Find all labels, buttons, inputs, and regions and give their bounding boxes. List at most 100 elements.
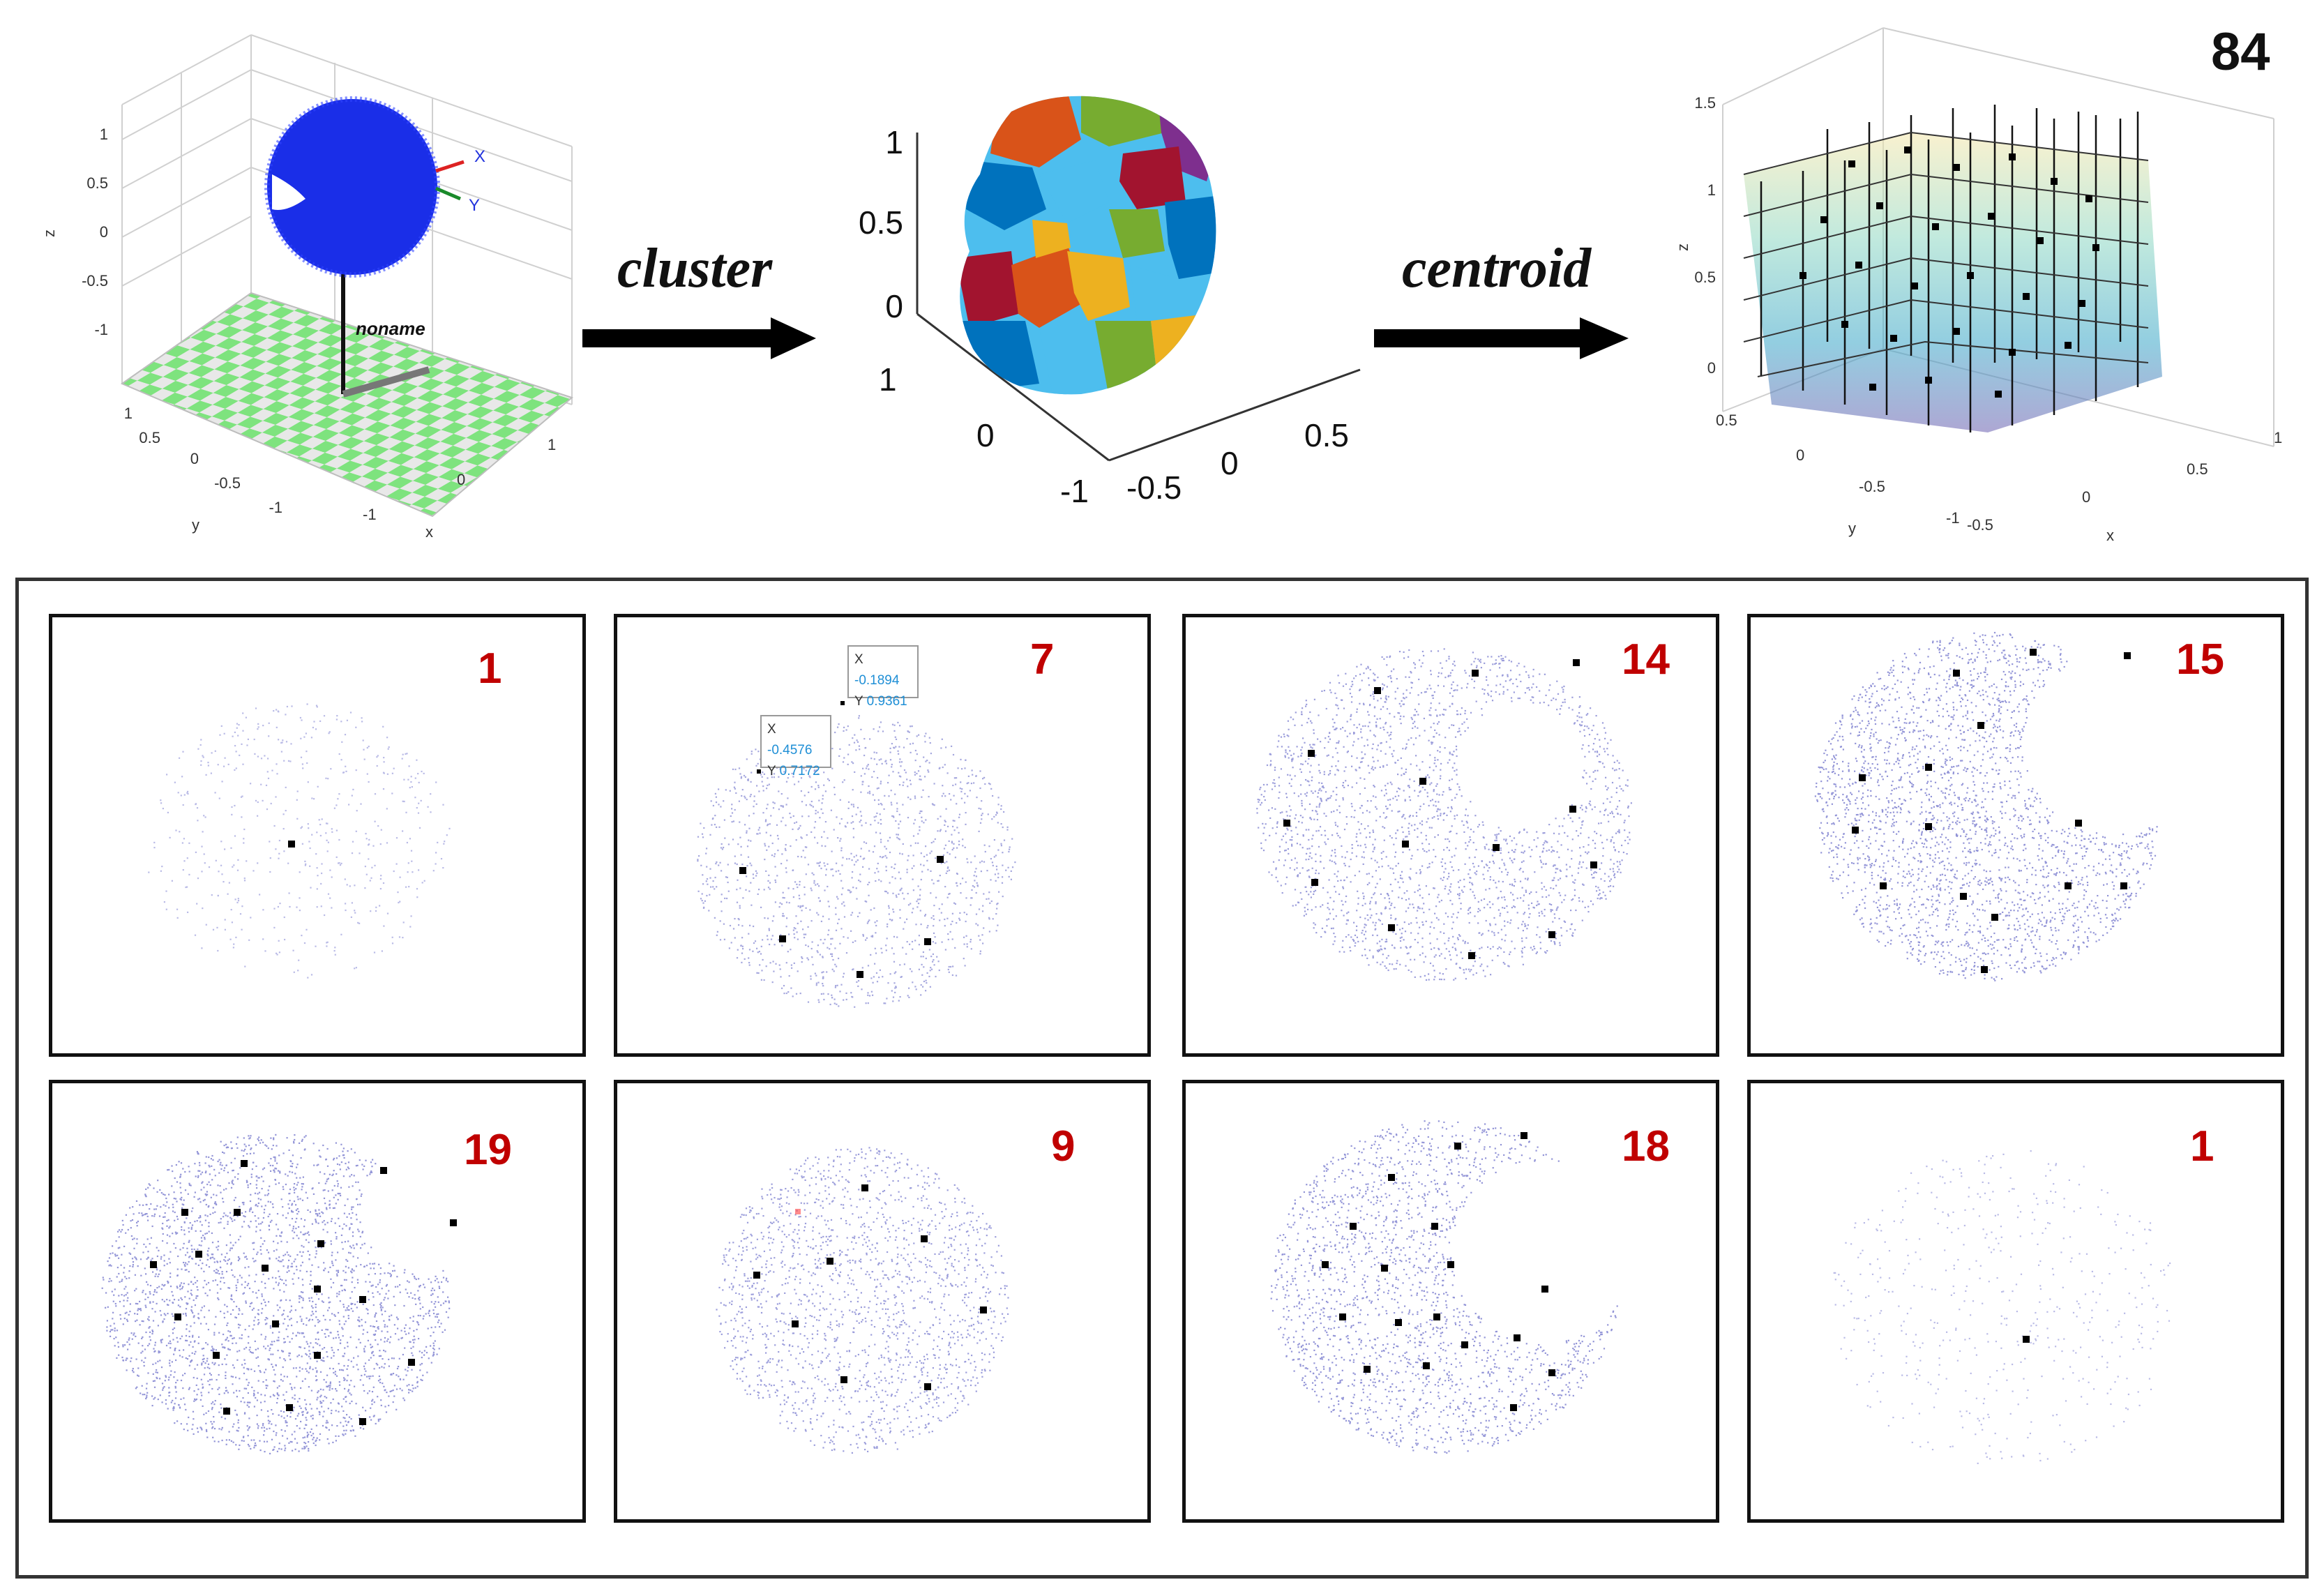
slice-count: 15 xyxy=(2176,635,2224,684)
x-tick: 1 xyxy=(548,436,556,453)
datatip-1: X -0.1894 Y 0.9361 xyxy=(847,645,919,709)
centroid-marker xyxy=(174,1313,181,1320)
point-cloud xyxy=(1256,648,1632,981)
frame-x-label: X xyxy=(474,147,485,166)
y-tick: 1 xyxy=(879,361,897,398)
y-tick: 0.5 xyxy=(139,429,160,446)
datatip-x-label: X xyxy=(767,722,776,737)
centroid-marker xyxy=(1852,827,1859,834)
slice-panel-1: 1 xyxy=(49,614,586,1057)
centroid-marker xyxy=(1960,893,1967,900)
centroid-marker xyxy=(2023,1336,2030,1343)
z-tick: 0.5 xyxy=(859,204,903,241)
centroid-marker xyxy=(1308,750,1315,757)
x-tick: -1 xyxy=(363,506,377,523)
x-ticks: -0.5 0 0.5 xyxy=(1126,417,1349,506)
centroid-marker xyxy=(779,935,786,942)
z-tick-labels: 1 0.5 0 -0.5 -1 xyxy=(82,126,108,338)
z-axis-label: z xyxy=(42,229,58,237)
pole-label: noname xyxy=(356,318,425,339)
y-tick: 0 xyxy=(190,450,199,467)
centroid-marker xyxy=(1569,806,1576,813)
datatip-y-label: Y xyxy=(767,764,776,778)
centroid-marker xyxy=(1521,1132,1527,1139)
centroid-marker xyxy=(359,1418,366,1425)
z-tick: 0.5 xyxy=(86,174,108,192)
centroid-marker xyxy=(861,1184,868,1191)
centroid-marker xyxy=(2030,649,2037,656)
centroid-marker xyxy=(1859,774,1866,781)
centroid-marker xyxy=(241,1160,248,1167)
slice-count: 14 xyxy=(1622,635,1670,684)
centroid-marker xyxy=(757,769,761,774)
datatip-2: X -0.4576 Y 0.7172 xyxy=(760,715,831,778)
slices-container xyxy=(15,578,2309,1579)
centroid-marker xyxy=(1510,1404,1517,1411)
centroid-marker xyxy=(1454,1143,1461,1150)
slice-count: 18 xyxy=(1622,1122,1670,1170)
centroid-marker xyxy=(827,1258,833,1265)
datatip-x-value: -0.1894 xyxy=(854,673,900,688)
z-tick: 1 xyxy=(1707,181,1716,199)
centroid-marker xyxy=(1493,844,1500,851)
x-axis-label: x xyxy=(2106,527,2114,544)
datatip-y-label: Y xyxy=(854,694,863,709)
point-cloud xyxy=(148,703,451,979)
y-tick: 0.5 xyxy=(1716,412,1737,429)
point-cloud xyxy=(716,1147,1009,1454)
centroid-marker xyxy=(1472,670,1479,677)
datatip-y-value: 0.9361 xyxy=(866,694,907,709)
y-axis-label: y xyxy=(192,516,199,534)
centroid-count: 84 xyxy=(2211,22,2270,82)
centroid-marker xyxy=(234,1209,241,1216)
point-cloud xyxy=(1270,1120,1618,1454)
z-tick: 1.5 xyxy=(1694,94,1716,112)
x-tick: -0.5 xyxy=(1126,469,1182,506)
centroid-marker xyxy=(181,1209,188,1216)
y-ticks: 0.5 0 -0.5 -1 xyxy=(1716,412,1960,527)
right-arrow-icon xyxy=(582,317,816,359)
centroid-marker xyxy=(739,867,746,874)
centroid-marker xyxy=(1461,1341,1468,1348)
centroid-marker xyxy=(380,1167,387,1174)
y-tick-labels: 1 0.5 0 -0.5 -1 xyxy=(124,405,282,516)
centroid-marker xyxy=(195,1251,202,1258)
x-tick: -0.5 xyxy=(1967,516,1993,534)
z-ticks: 1.5 1 0.5 0 xyxy=(1694,94,1716,377)
centroid-marker xyxy=(359,1296,366,1303)
centroid-marker xyxy=(1447,1261,1454,1268)
y-tick: 1 xyxy=(124,405,133,422)
centroid-marker xyxy=(753,1272,760,1279)
slice-panel-3: 14 xyxy=(1182,614,1719,1057)
slice-panel-7: 18 xyxy=(1182,1080,1719,1523)
centroid-marker xyxy=(1981,966,1988,973)
centroid-marker xyxy=(924,1383,931,1390)
slice-panel-5: 19 xyxy=(49,1080,586,1523)
centroid-marker xyxy=(314,1352,321,1359)
y-axis-label: y xyxy=(1848,520,1856,537)
centroid-label: centroid xyxy=(1402,238,1592,299)
centroid-grid-plot: 84 1.5 1 0.5 0 z 0.5 0 -0.5 -1 y -0.5 0 … xyxy=(1674,22,2282,544)
centroid-points xyxy=(1799,146,2099,398)
horizontal-planes xyxy=(1743,131,2149,377)
robot-base xyxy=(342,366,430,398)
centroid-marker xyxy=(314,1286,321,1293)
y-tick: 0 xyxy=(976,417,995,453)
highlighted-point xyxy=(795,1209,801,1214)
y-tick: 0 xyxy=(1796,446,1804,464)
centroid-marker xyxy=(1364,1366,1371,1373)
x-tick: 0.5 xyxy=(2187,460,2208,478)
centroid-marker xyxy=(272,1320,279,1327)
centroid-marker xyxy=(937,856,944,863)
slice-panel-8: 1 xyxy=(1747,1080,2284,1523)
z-tick: 0 xyxy=(100,223,108,241)
centroid-marker xyxy=(408,1359,415,1366)
cluster-sphere xyxy=(960,96,1216,395)
z-tick: 0 xyxy=(885,288,903,324)
slice-count: 9 xyxy=(1051,1122,1076,1170)
centroid-marker xyxy=(1381,1265,1388,1272)
centroid-step: centroid xyxy=(1374,230,1639,370)
centroid-marker xyxy=(1548,1369,1555,1376)
centroid-marker xyxy=(1991,914,1998,921)
centroid-marker xyxy=(2075,820,2082,827)
